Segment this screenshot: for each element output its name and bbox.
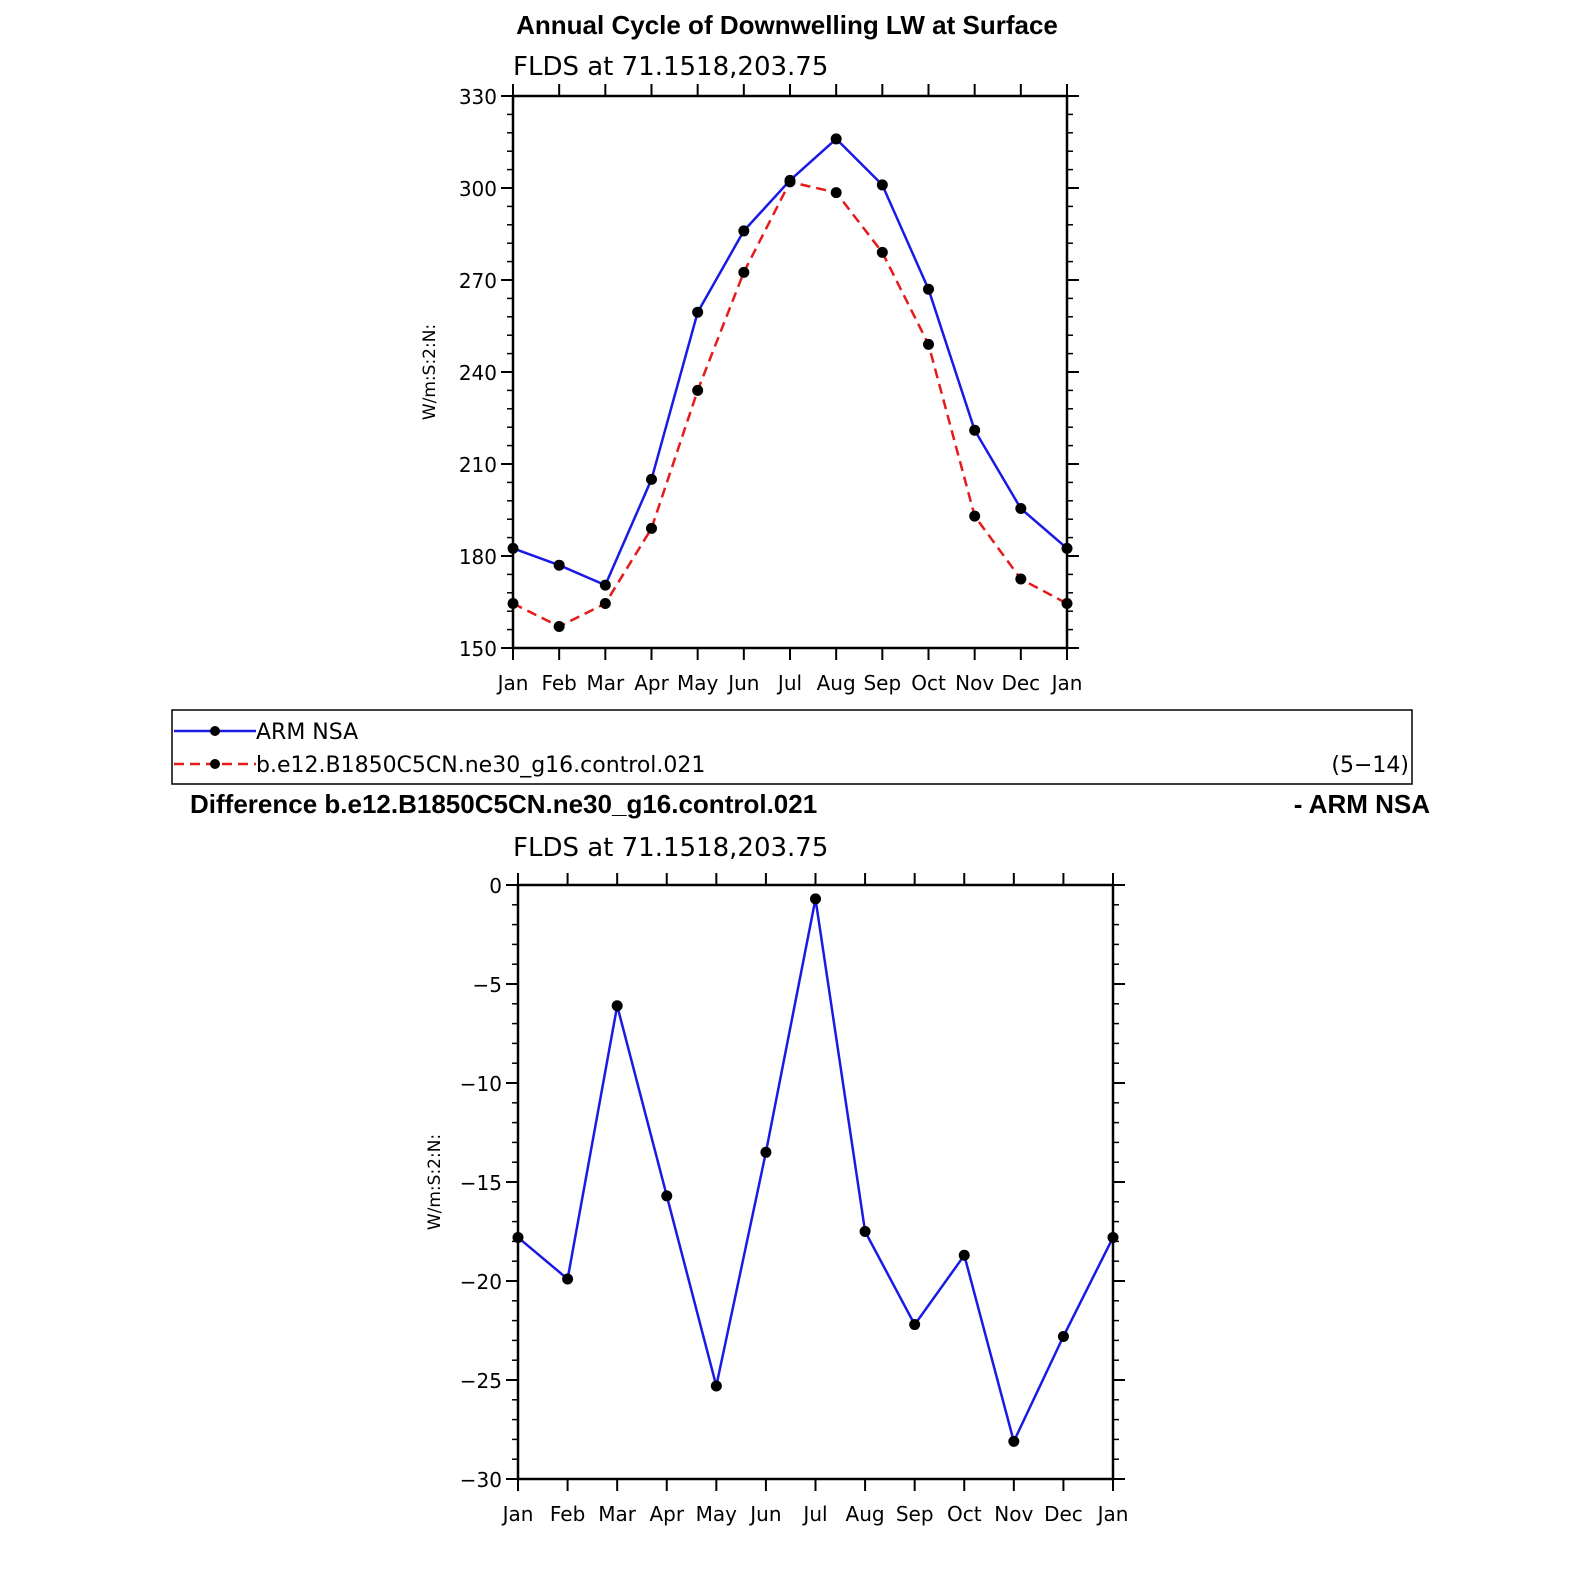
data-point-0-2 (611, 1000, 623, 1012)
diff-plot-area: −30 −25 −20 −15 −10 −5 0 Jan Feb Mar Apr May Jun Jul A… (425, 873, 1128, 1526)
y-tick-label: −25 (460, 1369, 502, 1393)
x-tick-label: May (677, 671, 719, 695)
x-tick-label: Nov (994, 1502, 1033, 1526)
y-axis-label: W/m:S:2:N: (425, 1134, 445, 1230)
data-point-0-1 (553, 559, 565, 571)
data-point-0-9 (923, 283, 934, 295)
x-tick-label: Oct (947, 1502, 982, 1526)
data-point-0-8 (876, 179, 888, 191)
legend-label-model: b.e12.B1850C5CN.ne30_g16.control.021 (256, 753, 705, 778)
data-point-1-3 (646, 522, 657, 534)
legend-label-arm-nsa: ARM NSA (256, 720, 358, 745)
x-tick-label: Aug (846, 1502, 885, 1526)
diff-chart-title-right: - ARM NSA (1294, 789, 1430, 819)
y-tick-label: −10 (460, 1072, 502, 1096)
data-point-1-12 (1061, 598, 1073, 610)
data-point-0-4 (710, 1380, 722, 1392)
x-tick-label: Sep (863, 671, 901, 695)
data-point-0-0 (507, 542, 519, 554)
data-point-0-1 (562, 1273, 574, 1285)
data-point-0-3 (661, 1190, 673, 1202)
x-tick-label: Apr (634, 671, 669, 695)
y-tick-label: −20 (460, 1270, 502, 1294)
y-tick-label: 270 (459, 269, 497, 293)
x-tick-label: Jan (1096, 1502, 1129, 1526)
legend-box: ARM NSA b.e12.B1850C5CN.ne30_g16.control… (171, 709, 1413, 785)
series-line-0 (517, 897, 1115, 1443)
data-point-0-0 (512, 1231, 524, 1243)
x-tick-label: Jun (748, 1502, 781, 1526)
top-chart-title: Annual Cycle of Downwelling LW at Surfac… (516, 10, 1058, 40)
legend-note: (5−14) (1331, 753, 1409, 778)
data-point-0-2 (599, 579, 611, 591)
y-tick-label: 300 (459, 177, 497, 201)
top-plot-area: 150 180 210 240 270 300 330 Jan Feb Mar Apr May Jun J… (420, 84, 1082, 695)
data-point-0-6 (810, 893, 821, 905)
series-line-1 (512, 180, 1068, 628)
y-tick-label: −15 (460, 1171, 502, 1195)
x-tick-label: Mar (586, 671, 625, 695)
y-tick-label: −5 (473, 973, 502, 997)
x-tick-label: Apr (649, 1502, 684, 1526)
data-point-0-11 (1015, 502, 1027, 514)
y-tick-label: 180 (459, 545, 497, 569)
diff-chart-title-left: Difference b.e12.B1850C5CN.ne30_g16.cont… (190, 789, 817, 819)
x-tick-label: Sep (896, 1502, 934, 1526)
x-tick-label: Aug (817, 671, 856, 695)
data-point-0-12 (1061, 542, 1073, 554)
data-point-1-8 (876, 246, 888, 258)
plot-frame (516, 883, 1115, 1481)
data-point-0-4 (692, 306, 704, 318)
data-point-1-9 (923, 338, 934, 350)
x-tick-label: Jul (776, 671, 802, 695)
data-point-1-0 (507, 598, 519, 610)
series-line-0 (512, 137, 1068, 587)
diff-chart-subtitle: FLDS at 71.1518,203.75 (513, 833, 828, 863)
x-tick-label: Oct (911, 671, 946, 695)
data-point-0-9 (958, 1249, 970, 1261)
top-chart-subtitle: FLDS at 71.1518,203.75 (513, 52, 828, 82)
y-tick-label: 0 (489, 874, 502, 898)
x-tick-label: Jul (801, 1502, 827, 1526)
x-tick-label: Dec (1044, 1502, 1083, 1526)
data-point-1-5 (738, 266, 750, 278)
data-point-1-10 (969, 510, 981, 522)
y-tick-label: 210 (459, 453, 497, 477)
data-point-0-5 (738, 225, 750, 237)
data-point-0-8 (909, 1319, 921, 1331)
data-point-0-10 (1008, 1435, 1020, 1447)
x-tick-label: Jun (726, 671, 759, 695)
data-point-1-11 (1015, 573, 1027, 585)
data-point-1-2 (599, 598, 611, 610)
data-point-0-3 (646, 473, 657, 485)
x-tick-label: Feb (541, 671, 576, 695)
x-tick-label: Jan (1050, 671, 1083, 695)
data-point-0-12 (1107, 1231, 1119, 1243)
y-tick-label: 150 (459, 637, 497, 661)
x-tick-label: Mar (598, 1502, 637, 1526)
data-point-0-11 (1057, 1330, 1069, 1342)
x-tick-label: Jan (501, 1502, 534, 1526)
data-point-1-6 (784, 176, 796, 188)
data-point-0-7 (859, 1226, 871, 1237)
data-point-0-7 (830, 133, 842, 145)
y-tick-label: 240 (459, 361, 497, 385)
data-point-0-10 (969, 424, 981, 436)
legend-marker-arm-nsa (210, 726, 220, 736)
x-tick-label: Jan (496, 671, 529, 695)
data-point-1-1 (553, 621, 565, 633)
data-point-1-4 (692, 384, 704, 396)
legend-marker-model (210, 759, 220, 769)
y-axis-label: W/m:S:2:N: (420, 324, 440, 420)
x-tick-label: May (696, 1502, 738, 1526)
data-point-0-5 (760, 1146, 772, 1158)
x-tick-label: Nov (955, 671, 994, 695)
x-tick-label: Feb (550, 1502, 585, 1526)
y-tick-label: 330 (459, 85, 497, 109)
data-point-1-7 (830, 187, 842, 199)
y-tick-label: −30 (460, 1468, 502, 1492)
x-tick-label: Dec (1001, 671, 1040, 695)
